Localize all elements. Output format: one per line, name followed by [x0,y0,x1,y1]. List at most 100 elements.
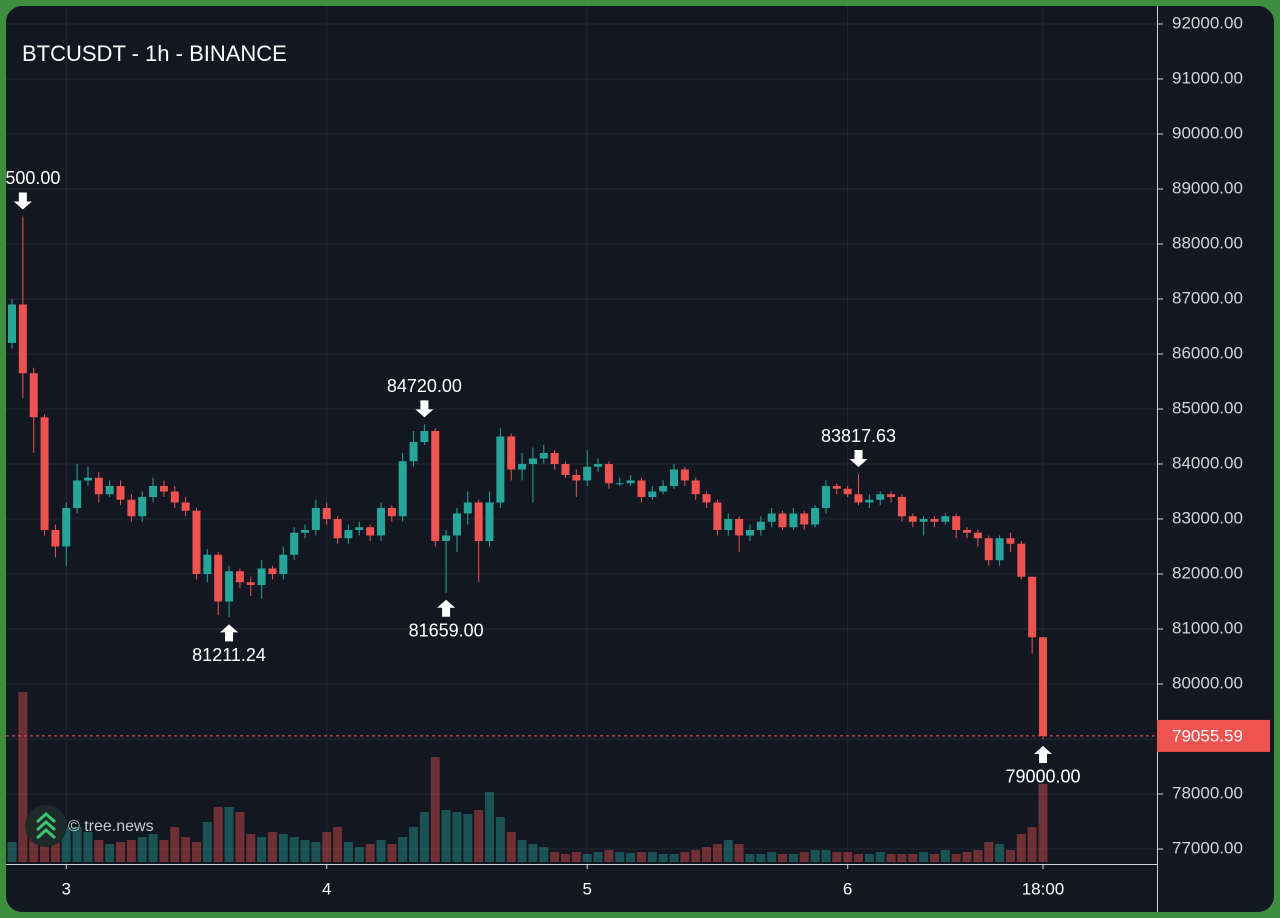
annotation-label: 81211.24 [192,645,266,665]
volume-bar [246,834,256,862]
candle-body [366,527,375,536]
candle-body [821,485,830,508]
candle-body [192,510,201,574]
volume-bar [929,854,939,862]
volume-bar [799,852,809,862]
volume-bar [7,842,17,862]
candle-body [724,518,733,530]
candle-body [442,535,451,541]
volume-bar [1005,850,1015,862]
candle-body [29,373,38,418]
volume-bar [604,850,614,862]
candle-body [550,452,559,464]
volume-bar [723,840,733,862]
volume-bar [973,850,983,862]
candle-body [973,532,982,539]
candle-body [887,494,896,497]
y-tick-label: 88000.00 [1172,233,1243,252]
volume-bar [962,852,972,862]
candle-body [94,477,103,495]
candle-body [105,485,114,495]
candle-body [876,494,885,500]
candle-body [507,436,516,470]
volume-bar [745,854,755,862]
annotation-label: 79000.00 [1005,767,1080,787]
annotation-arrow [220,624,239,642]
volume-bar [83,832,93,862]
volume-bar [495,817,505,862]
volume-bar [235,812,245,862]
volume-bar [843,852,853,862]
candle-body [214,554,223,602]
volume-bar [72,827,82,862]
volume-bar [702,847,712,862]
candle-body [290,532,299,555]
candle-body [800,513,809,525]
volume-bar [191,842,201,862]
volume-bar [647,852,657,862]
volume-bar [181,837,191,862]
annotation-arrow [849,450,868,468]
candle-body [984,538,993,561]
candle-body [680,469,689,481]
y-tick-label: 85000.00 [1172,398,1243,417]
candle-body [463,502,472,514]
candle-body [897,496,906,517]
candle-body [83,477,92,481]
candle-body [387,507,396,517]
volume-bar [669,854,679,862]
volume-bar [387,844,397,862]
volume-bar [1027,827,1037,862]
volume-bar [1038,784,1048,862]
candle-body [311,507,320,530]
candle-body [485,502,494,541]
volume-bar [756,854,766,862]
candle-body [149,485,158,497]
y-tick-label: 84000.00 [1172,453,1243,472]
volume-bar [908,854,918,862]
volume-bar [311,842,321,862]
volume-bar [582,854,592,862]
annotation-label: 88500.00 [0,168,60,188]
candle-body [1028,576,1037,638]
volume-bar [137,837,147,862]
volume-bar [126,840,136,862]
candle-body [203,554,212,574]
volume-bar [560,854,570,862]
y-tick-label: 89000.00 [1172,178,1243,197]
candle-body [594,463,603,467]
volume-bar [409,827,419,862]
candle-body [908,516,917,522]
candle-body [420,430,429,442]
candle-body [159,485,168,492]
volume-bar [333,827,343,862]
annotation-layer: 88500.00 81211.24 84720.00 81659.00 83817.63… [0,168,1081,787]
y-tick-label: 91000.00 [1172,68,1243,87]
candle-body [376,507,385,536]
y-tick-label: 77000.00 [1172,838,1243,857]
volume-bar [984,842,994,862]
candle-body [539,452,548,459]
volume-bar [680,852,690,862]
y-tick-label: 81000.00 [1172,618,1243,637]
volume-bar [485,792,495,862]
volume-bar [506,832,516,862]
candle-body [1006,538,1015,544]
candle-body [811,507,820,525]
chart-title: BTCUSDT - 1h - BINANCE [22,41,287,66]
candle-body [257,568,266,585]
volume-bar [170,827,180,862]
candle-body [778,513,787,528]
candle-body [181,502,190,511]
candle-body [930,518,939,522]
candle-body [409,441,418,462]
candle-body [789,513,798,528]
volume-bar [626,853,636,862]
volume-bar [224,807,234,862]
candle-body [963,529,972,533]
volume-bar [821,850,831,862]
volume-bar [658,854,668,862]
candle-body [73,480,82,508]
